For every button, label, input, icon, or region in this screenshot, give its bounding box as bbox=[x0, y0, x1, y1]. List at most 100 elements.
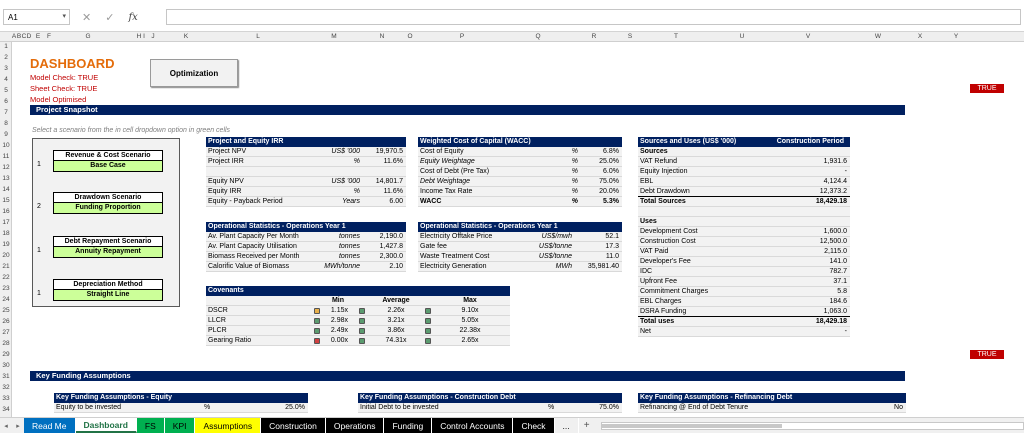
column-header[interactable]: P bbox=[459, 33, 465, 40]
tab-next-icon[interactable]: ▸ bbox=[16, 422, 20, 430]
scenario-dropdown[interactable]: Annuity Repayment bbox=[53, 247, 163, 258]
row-header[interactable]: 29 bbox=[2, 351, 10, 358]
column-header[interactable]: F bbox=[47, 33, 51, 40]
row-header[interactable]: 5 bbox=[4, 87, 8, 94]
sheet-tab[interactable]: Control Accounts bbox=[432, 418, 514, 433]
sheet-tab[interactable]: Dashboard bbox=[75, 418, 137, 433]
more-tabs-button[interactable]: ... bbox=[555, 418, 579, 433]
col-average: Average bbox=[382, 297, 410, 304]
row-label: Sources bbox=[640, 148, 668, 155]
row-header[interactable]: 32 bbox=[2, 384, 10, 391]
table-row: Equity - Payback Period Years 6.00 bbox=[206, 197, 406, 207]
sheet-tab[interactable]: Check bbox=[513, 418, 555, 433]
row-unit: % bbox=[571, 168, 578, 175]
row-header[interactable]: 22 bbox=[2, 274, 10, 281]
sheet-grid[interactable]: DASHBOARD Model Check: TRUE Sheet Check:… bbox=[12, 42, 1024, 417]
status-cell bbox=[416, 336, 440, 345]
chevron-down-icon[interactable]: ▾ bbox=[62, 13, 66, 20]
column-header[interactable]: L bbox=[256, 33, 260, 40]
column-header[interactable]: S bbox=[627, 33, 633, 40]
column-header[interactable]: C bbox=[21, 33, 27, 40]
column-header[interactable]: Q bbox=[535, 33, 541, 40]
row-header[interactable]: 16 bbox=[2, 208, 10, 215]
sheet-tab[interactable]: KPI bbox=[164, 418, 196, 433]
sheet-tab[interactable]: Assumptions bbox=[195, 418, 262, 433]
row-header[interactable]: 3 bbox=[4, 65, 8, 72]
sheet-tab[interactable]: Construction bbox=[261, 418, 326, 433]
column-header[interactable]: T bbox=[674, 33, 678, 40]
scroll-track[interactable] bbox=[600, 421, 1024, 430]
row-header[interactable]: 23 bbox=[2, 285, 10, 292]
min-value: 1.15x bbox=[330, 307, 348, 314]
column-header[interactable]: W bbox=[874, 33, 882, 40]
scenario-dropdown[interactable]: Base Case bbox=[53, 161, 163, 172]
cancel-icon[interactable]: ✕ bbox=[82, 11, 92, 24]
scroll-thumb[interactable] bbox=[601, 423, 782, 428]
row-header[interactable]: 13 bbox=[2, 175, 10, 182]
row-header[interactable]: 14 bbox=[2, 186, 10, 193]
row-header[interactable]: 8 bbox=[4, 120, 8, 127]
row-header[interactable]: 2 bbox=[4, 54, 8, 61]
covenants-col-headers: Min Average Max bbox=[206, 296, 510, 306]
row-header[interactable]: 17 bbox=[2, 219, 10, 226]
column-header[interactable]: X bbox=[917, 33, 923, 40]
row-value: 35,981.40 bbox=[587, 263, 619, 270]
status-dot-icon bbox=[314, 308, 320, 314]
horizontal-scrollbar[interactable] bbox=[595, 418, 1024, 433]
row-value: 6.0% bbox=[603, 168, 619, 175]
row-header[interactable]: 4 bbox=[4, 76, 8, 83]
row-header[interactable]: 12 bbox=[2, 164, 10, 171]
name-box[interactable]: A1 ▾ bbox=[3, 9, 70, 25]
sheet-tab[interactable]: Read Me bbox=[24, 418, 76, 433]
add-sheet-icon[interactable]: + bbox=[583, 420, 590, 431]
column-header[interactable]: K bbox=[183, 33, 189, 40]
row-header[interactable]: 1 bbox=[4, 43, 8, 50]
row-header[interactable]: 20 bbox=[2, 252, 10, 259]
row-header[interactable]: 15 bbox=[2, 197, 10, 204]
row-header[interactable]: 19 bbox=[2, 241, 10, 248]
column-header[interactable]: M bbox=[331, 33, 337, 40]
insert-function-icon[interactable]: fx bbox=[128, 11, 138, 23]
column-header[interactable]: E bbox=[35, 33, 41, 40]
row-header[interactable]: 26 bbox=[2, 318, 10, 325]
formula-input[interactable] bbox=[166, 9, 1021, 25]
row-header[interactable]: 24 bbox=[2, 296, 10, 303]
column-header[interactable]: J bbox=[151, 33, 155, 40]
row-header[interactable]: 34 bbox=[2, 406, 10, 413]
check-icon[interactable]: ✓ bbox=[105, 11, 115, 24]
row-header[interactable]: 18 bbox=[2, 230, 10, 237]
column-header[interactable]: B bbox=[16, 33, 22, 40]
column-header[interactable]: G bbox=[85, 33, 91, 40]
row-header[interactable]: 6 bbox=[4, 98, 8, 105]
row-header[interactable]: 9 bbox=[4, 131, 8, 138]
column-header[interactable]: Y bbox=[953, 33, 959, 40]
column-header[interactable]: V bbox=[805, 33, 811, 40]
column-header[interactable]: A bbox=[11, 33, 17, 40]
sheet-tab[interactable]: Funding bbox=[384, 418, 433, 433]
row-header[interactable]: 30 bbox=[2, 362, 10, 369]
sheet-tab[interactable]: Operations bbox=[325, 418, 385, 433]
column-header[interactable]: H bbox=[136, 33, 142, 40]
column-header[interactable]: I bbox=[143, 33, 145, 40]
row-unit: % bbox=[571, 198, 578, 205]
scenario-dropdown[interactable]: Funding Proportion bbox=[53, 203, 163, 214]
row-header[interactable]: 33 bbox=[2, 395, 10, 402]
row-header[interactable]: 10 bbox=[2, 142, 10, 149]
column-header[interactable]: R bbox=[591, 33, 597, 40]
row-header[interactable]: 7 bbox=[4, 109, 8, 116]
row-header[interactable]: 21 bbox=[2, 263, 10, 270]
tab-prev-icon[interactable]: ◂ bbox=[4, 422, 8, 430]
row-header[interactable]: 11 bbox=[2, 153, 10, 160]
status-cell bbox=[348, 316, 376, 325]
column-header[interactable]: U bbox=[739, 33, 745, 40]
row-header[interactable]: 28 bbox=[2, 340, 10, 347]
column-header[interactable]: O bbox=[407, 33, 413, 40]
scenario-dropdown[interactable]: Straight Line bbox=[53, 290, 163, 301]
row-header[interactable]: 27 bbox=[2, 329, 10, 336]
row-header[interactable]: 31 bbox=[2, 373, 10, 380]
column-header[interactable]: D bbox=[26, 33, 32, 40]
sheet-tab[interactable]: FS bbox=[136, 418, 165, 433]
column-header[interactable]: N bbox=[379, 33, 385, 40]
optimization-button[interactable]: Optimization bbox=[150, 59, 238, 87]
row-header[interactable]: 25 bbox=[2, 307, 10, 314]
